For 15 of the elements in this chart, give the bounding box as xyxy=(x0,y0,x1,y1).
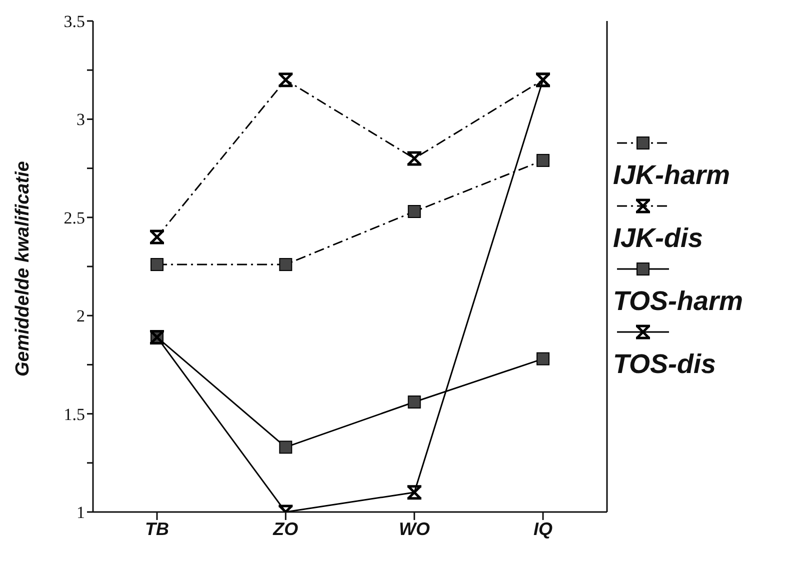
y-tick-label: 1.5 xyxy=(64,404,85,424)
y-axis-title: Gemiddelde kwalificatie xyxy=(12,160,34,376)
y-tick-label: 1 xyxy=(76,503,85,522)
y-tick-label: 2.5 xyxy=(64,208,85,228)
legend-label: TOS-harm xyxy=(613,285,744,318)
y-tick-label: 3.5 xyxy=(64,12,85,32)
x-tick-label: ZO xyxy=(272,518,298,539)
legend-label: IJK-dis xyxy=(613,222,704,255)
y-tick-label: 2 xyxy=(76,306,85,326)
legend-label: IJK-harm xyxy=(613,159,732,192)
x-tick-label: WO xyxy=(398,518,430,539)
x-tick-label: IQ xyxy=(533,518,553,539)
y-tick-label: 3 xyxy=(76,110,85,130)
legend-label: TOS-dis xyxy=(613,348,718,381)
x-tick-label: TB xyxy=(145,518,169,539)
